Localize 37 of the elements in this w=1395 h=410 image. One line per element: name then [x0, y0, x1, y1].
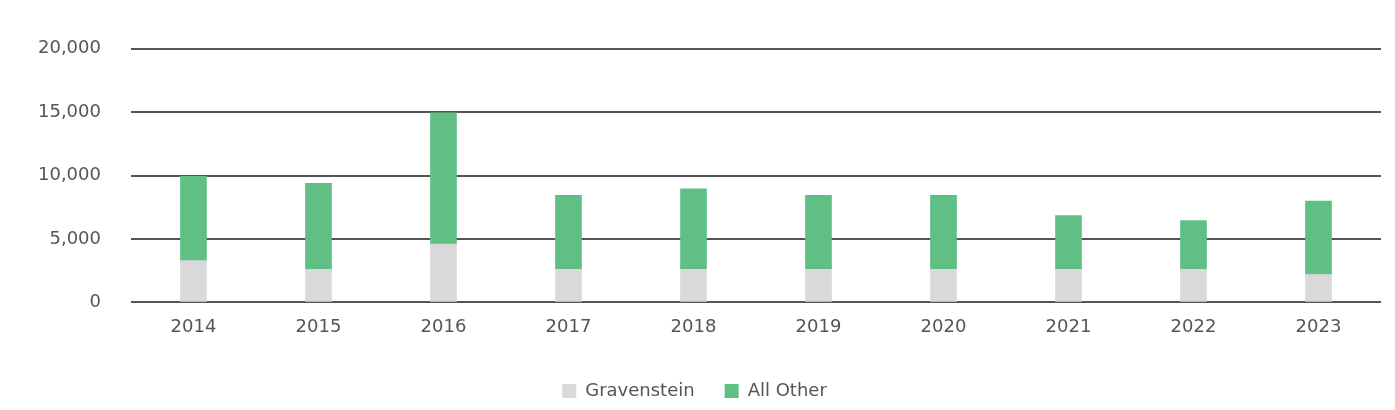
- bar: [805, 269, 832, 302]
- y-tick-label: 15,000: [38, 99, 101, 121]
- legend-label: All Other: [747, 378, 828, 400]
- legend-label: Gravenstein: [585, 378, 695, 400]
- x-tick-label: 2023: [1295, 314, 1342, 336]
- bar: [1305, 274, 1332, 302]
- bar: [1180, 220, 1207, 270]
- bar: [680, 269, 707, 302]
- x-tick-label: 2020: [920, 314, 967, 336]
- x-tick-label: 2017: [545, 314, 592, 336]
- bar: [680, 188, 707, 270]
- bar: [555, 194, 582, 270]
- x-tick-label: 2016: [420, 314, 467, 336]
- bar: [1055, 269, 1082, 302]
- x-tick-label: 2018: [670, 314, 717, 336]
- x-tick-label: 2015: [295, 314, 342, 336]
- bar: [430, 243, 457, 302]
- bar: [180, 175, 207, 261]
- y-tick-label: 10,000: [38, 163, 101, 185]
- bar: [305, 182, 332, 270]
- bar: [930, 269, 957, 302]
- bar: [1180, 269, 1207, 302]
- bar: [305, 269, 332, 302]
- x-tick-label: 2014: [170, 314, 217, 336]
- bar: [930, 194, 957, 270]
- bar: [180, 260, 207, 302]
- y-tick-label: 0: [89, 290, 101, 312]
- y-tick-label: 20,000: [38, 36, 101, 58]
- x-tick-label: 2019: [795, 314, 842, 336]
- bar: [555, 269, 582, 302]
- bar: [1305, 200, 1332, 275]
- x-tick-label: 2022: [1170, 314, 1217, 336]
- bar: [430, 112, 457, 245]
- x-tick-label: 2021: [1045, 314, 1092, 336]
- bar: [1055, 215, 1082, 270]
- bar: [805, 194, 832, 270]
- y-tick-label: 5,000: [49, 226, 101, 248]
